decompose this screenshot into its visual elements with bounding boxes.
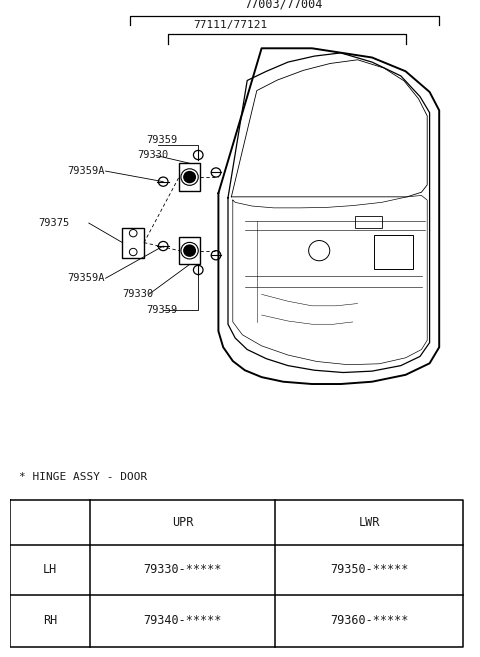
Bar <box>355 216 382 228</box>
Text: 79330: 79330 <box>137 150 168 160</box>
Text: 77111/77121: 77111/77121 <box>193 20 267 30</box>
Text: 79359: 79359 <box>146 135 178 145</box>
Bar <box>179 237 200 265</box>
Text: RH: RH <box>43 614 57 627</box>
Circle shape <box>184 245 195 256</box>
Text: 79330: 79330 <box>122 289 154 300</box>
Text: 79360-*****: 79360-***** <box>330 614 408 627</box>
Text: 77003/77004: 77003/77004 <box>244 0 323 10</box>
Text: 79330-*****: 79330-***** <box>143 564 222 576</box>
Text: LH: LH <box>43 564 57 576</box>
Text: LWR: LWR <box>359 516 380 529</box>
Text: 79359: 79359 <box>146 305 178 315</box>
Text: 79350-*****: 79350-***** <box>330 564 408 576</box>
Bar <box>122 228 144 258</box>
Text: 79340-*****: 79340-***** <box>143 614 222 627</box>
Text: UPR: UPR <box>172 516 193 529</box>
Text: * HINGE ASSY - DOOR: * HINGE ASSY - DOOR <box>19 472 147 482</box>
Text: 79375: 79375 <box>38 218 70 228</box>
Text: 79359A: 79359A <box>67 166 105 176</box>
Bar <box>179 164 200 191</box>
Circle shape <box>184 171 195 183</box>
Text: 79359A: 79359A <box>67 273 105 283</box>
Bar <box>374 235 413 269</box>
